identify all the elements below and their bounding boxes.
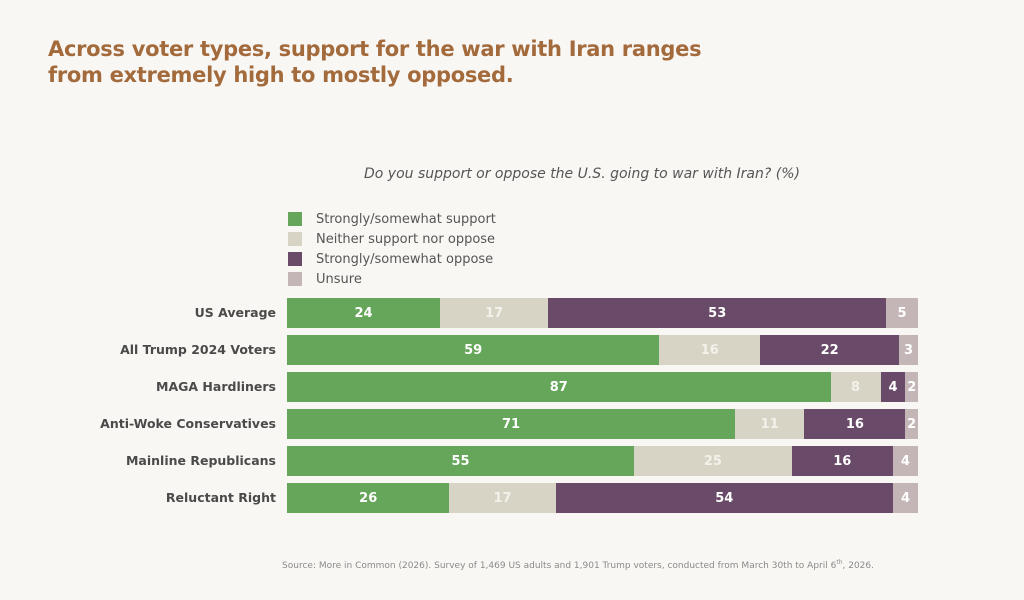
chart-question: Do you support or oppose the U.S. going … xyxy=(363,166,800,182)
bar-segment-oppose: 54 xyxy=(555,483,893,513)
bar-segment-neither: 16 xyxy=(659,335,761,365)
data-label: 2 xyxy=(907,416,917,432)
data-label: 4 xyxy=(900,490,910,506)
data-label: 16 xyxy=(845,416,864,432)
category-label: MAGA Hardliners xyxy=(156,379,276,394)
bar-segment-oppose: 16 xyxy=(791,446,893,476)
legend-swatch-neither xyxy=(288,232,302,246)
stacked-bar: 55 25 16 4 xyxy=(287,446,918,476)
category-label: All Trump 2024 Voters xyxy=(120,342,276,357)
bar-segment-neither: 11 xyxy=(735,409,805,439)
stacked-bar: 87 8 4 2 xyxy=(287,372,918,402)
stacked-bar: 59 16 22 3 xyxy=(287,335,918,365)
bar-segment-unsure: 5 xyxy=(886,298,918,328)
data-label: 26 xyxy=(359,490,378,506)
bar-segment-oppose: 53 xyxy=(548,298,887,328)
source-text-end: , 2026. xyxy=(842,561,875,571)
bar-segment-unsure: 4 xyxy=(892,446,918,476)
data-label: 25 xyxy=(703,453,722,469)
bar-segment-neither: 17 xyxy=(449,483,556,513)
source-sup: th xyxy=(836,559,843,566)
chart-title: Across voter types, support for the war … xyxy=(48,37,702,87)
bar-segment-support: 26 xyxy=(287,483,450,513)
bar-segment-support: 55 xyxy=(287,446,635,476)
source-note: Source: More in Common (2026). Survey of… xyxy=(0,559,874,571)
data-label: 54 xyxy=(715,490,734,506)
data-label: 59 xyxy=(464,342,483,358)
stacked-bar: 26 17 54 4 xyxy=(287,483,918,513)
stacked-bar: 71 11 16 2 xyxy=(287,409,918,439)
legend-item-unsure: Unsure xyxy=(288,269,496,289)
category-label: Mainline Republicans xyxy=(125,453,276,468)
legend-label-neither: Neither support nor oppose xyxy=(316,231,496,247)
category-label: Anti-Woke Conservatives xyxy=(100,416,276,431)
bar-segment-support: 71 xyxy=(287,409,735,439)
source-text: Source: More in Common (2026). Survey of… xyxy=(282,561,837,571)
data-label: 5 xyxy=(897,305,907,321)
legend: Strongly/somewhat support Neither suppor… xyxy=(288,209,496,289)
data-label: 22 xyxy=(820,342,839,358)
data-label: 3 xyxy=(903,342,914,358)
data-label: 2 xyxy=(907,379,917,395)
data-label: 4 xyxy=(900,453,910,469)
legend-swatch-unsure xyxy=(288,272,302,286)
data-label: 71 xyxy=(501,416,521,432)
bar-segment-support: 87 xyxy=(287,372,831,402)
bar-segment-unsure: 3 xyxy=(899,335,918,365)
data-label: 17 xyxy=(485,305,504,321)
bar-segment-unsure: 2 xyxy=(905,409,918,439)
legend-label-oppose: Strongly/somewhat oppose xyxy=(316,251,494,267)
bar-segment-support: 24 xyxy=(287,298,440,328)
bar-segment-unsure: 4 xyxy=(892,483,918,513)
legend-item-support: Strongly/somewhat support xyxy=(288,209,496,229)
data-label: 4 xyxy=(888,379,898,395)
legend-label-support: Strongly/somewhat support xyxy=(316,211,496,227)
bar-segment-neither: 17 xyxy=(439,298,549,328)
data-label: 11 xyxy=(760,416,779,432)
bar-segment-oppose: 16 xyxy=(804,409,906,439)
data-label: 8 xyxy=(850,379,861,395)
data-label: 53 xyxy=(708,305,727,321)
legend-swatch-support xyxy=(288,212,302,226)
category-label: US Average xyxy=(194,305,276,320)
legend-label-unsure: Unsure xyxy=(316,271,362,287)
bar-segment-neither: 8 xyxy=(830,372,881,402)
stacked-bar: 24 17 53 5 xyxy=(287,298,918,328)
bar-segment-unsure: 2 xyxy=(905,372,918,402)
data-label: 16 xyxy=(700,342,719,358)
data-label: 16 xyxy=(833,453,852,469)
bar-segment-support: 59 xyxy=(287,335,660,365)
bar-segment-neither: 25 xyxy=(634,446,792,476)
legend-swatch-oppose xyxy=(288,252,302,266)
bar-segment-oppose: 22 xyxy=(760,335,900,365)
data-label: 55 xyxy=(451,453,470,469)
data-label: 17 xyxy=(493,490,512,506)
legend-item-oppose: Strongly/somewhat oppose xyxy=(288,249,496,269)
bar-segment-oppose: 4 xyxy=(880,372,906,402)
legend-item-neither: Neither support nor oppose xyxy=(288,229,496,249)
data-label: 87 xyxy=(549,379,568,395)
category-label: Reluctant Right xyxy=(165,490,276,505)
data-label: 24 xyxy=(354,305,373,321)
